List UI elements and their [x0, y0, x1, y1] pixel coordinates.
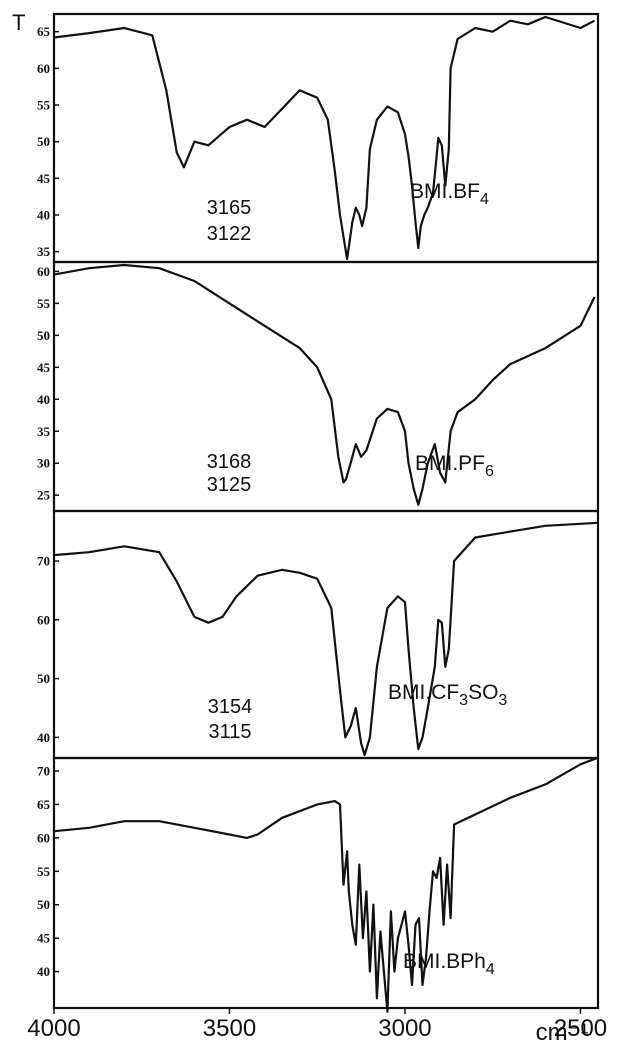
- y-tick-label: 60: [37, 264, 50, 279]
- y-tick-label: 35: [37, 424, 51, 439]
- peak-label: 3168: [207, 451, 252, 473]
- panel-frame: [52, 756, 600, 1010]
- spectrum-line: [53, 15, 596, 261]
- compound-label: BMI.PF6: [415, 452, 494, 480]
- y-tick-label: 35: [37, 244, 51, 259]
- x-axis-label: cm⁻¹: [536, 1019, 589, 1041]
- y-tick-label: 45: [37, 931, 51, 946]
- y-axis-label: T: [12, 10, 25, 35]
- y-tick-label: 45: [37, 360, 51, 375]
- peak-label: 3165: [207, 197, 252, 219]
- y-tick-label: 65: [37, 797, 51, 812]
- panel-frame: [52, 12, 600, 264]
- y-tick-label: 40: [37, 964, 50, 979]
- x-axis: 4000 3500 3000 2500: [27, 1008, 607, 1041]
- peak-label: 3125: [207, 474, 252, 496]
- compound-label: BMI.BF4: [410, 180, 489, 208]
- panel-3: 40 50 60 70 3154 3115 BMI.CF3SO3: [37, 509, 600, 760]
- y-tick-label: 40: [37, 392, 50, 407]
- compound-label: BMI.CF3SO3: [388, 681, 507, 709]
- y-tick-label: 25: [37, 488, 51, 503]
- y-tick-label: 45: [37, 171, 51, 186]
- x-tick-label: 3000: [378, 1015, 431, 1041]
- spectrum-line: [53, 521, 599, 757]
- y-tick-label: 70: [37, 554, 50, 569]
- y-tick-label: 40: [37, 730, 50, 745]
- panels: 35 40 45 50 55 60 65 3165 3122 BMI.BF4 25 30 35 40 45 5…: [37, 12, 600, 1013]
- x-tick-label: 4000: [27, 1015, 80, 1041]
- y-tick-label: 60: [37, 612, 50, 627]
- x-tick-label: 3500: [203, 1015, 256, 1041]
- y-tick-label: 60: [37, 61, 50, 76]
- y-tick-label: 60: [37, 830, 50, 845]
- compound-label: BMI.BPh4: [403, 950, 495, 978]
- peak-label: 3154: [208, 696, 253, 718]
- y-tick-label: 50: [37, 134, 50, 149]
- y-tick-label: 55: [37, 864, 51, 879]
- y-tick-label: 55: [37, 296, 51, 311]
- y-tick-label: 50: [37, 671, 50, 686]
- panel-1: 35 40 45 50 55 60 65 3165 3122 BMI.BF4: [37, 12, 600, 264]
- y-tick-label: 50: [37, 328, 50, 343]
- y-tick-label: 65: [37, 24, 51, 39]
- y-tick-label: 55: [37, 98, 51, 113]
- x-tick-label: 2500: [554, 1015, 607, 1041]
- y-tick-label: 50: [37, 897, 50, 912]
- y-tick-label: 30: [37, 456, 50, 471]
- y-tick-label: 70: [37, 764, 50, 779]
- y-tick-label: 40: [37, 208, 50, 223]
- panel-4: 40 45 50 55 60 65 70 BMI.BPh4: [37, 756, 600, 1013]
- spectrum-line: [53, 756, 599, 1013]
- spectrum-line: [53, 263, 596, 506]
- peak-label: 3115: [208, 721, 251, 743]
- peak-label: 3122: [207, 223, 252, 245]
